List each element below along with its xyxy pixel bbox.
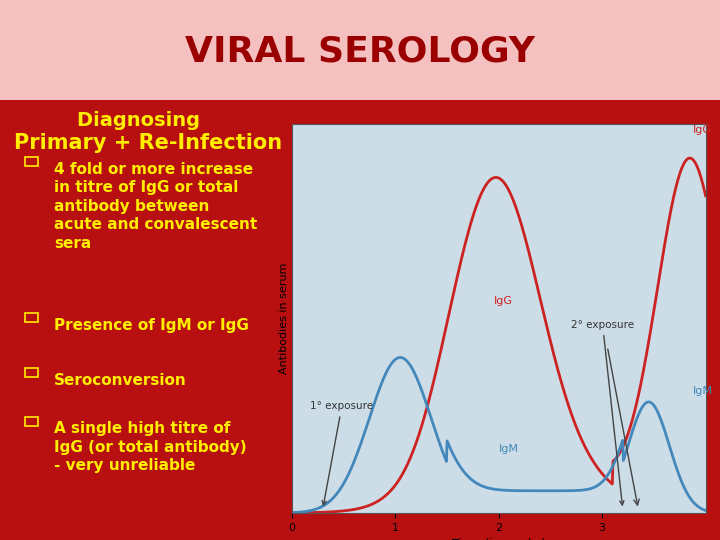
Text: Seroconversion: Seroconversion xyxy=(54,373,186,388)
Text: IgM: IgM xyxy=(499,444,519,454)
Text: 1° exposure: 1° exposure xyxy=(310,401,374,505)
Text: Primary + Re-Infection: Primary + Re-Infection xyxy=(14,133,282,153)
X-axis label: Time (in weeks): Time (in weeks) xyxy=(451,538,546,540)
Text: VIRAL SEROLOGY: VIRAL SEROLOGY xyxy=(185,35,535,69)
Bar xyxy=(25,313,38,322)
Text: Presence of IgM or IgG: Presence of IgM or IgG xyxy=(54,318,249,333)
Bar xyxy=(25,157,38,166)
Text: 4 fold or more increase
in titre of IgG or total
antibody between
acute and conv: 4 fold or more increase in titre of IgG … xyxy=(54,161,257,251)
Bar xyxy=(25,416,38,426)
Text: IgM: IgM xyxy=(693,386,714,396)
Text: A single high titre of
IgG (or total antibody)
- very unreliable: A single high titre of IgG (or total ant… xyxy=(54,421,247,474)
Bar xyxy=(25,368,38,377)
Text: IgG: IgG xyxy=(494,295,513,306)
Text: IgG: IgG xyxy=(693,125,712,136)
Text: 2° exposure: 2° exposure xyxy=(571,320,634,505)
Y-axis label: Antibodies in serum: Antibodies in serum xyxy=(279,263,289,374)
Text: Diagnosing: Diagnosing xyxy=(50,111,200,130)
